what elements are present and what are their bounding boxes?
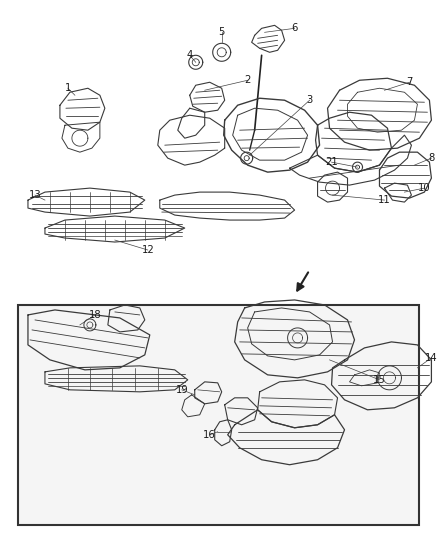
Text: 14: 14 (425, 353, 438, 363)
Text: 8: 8 (428, 153, 434, 163)
Text: 1: 1 (65, 83, 71, 93)
Text: 21: 21 (325, 157, 338, 167)
Text: 16: 16 (203, 430, 216, 440)
Text: 10: 10 (418, 183, 431, 193)
Text: 12: 12 (141, 245, 154, 255)
Text: 18: 18 (88, 310, 101, 320)
Text: 5: 5 (219, 27, 225, 37)
Text: 13: 13 (28, 190, 41, 200)
Text: 15: 15 (373, 375, 386, 385)
Text: 11: 11 (378, 195, 391, 205)
Text: 2: 2 (244, 75, 251, 85)
Text: 19: 19 (175, 385, 188, 395)
Text: 4: 4 (187, 50, 193, 60)
Text: 3: 3 (307, 95, 313, 105)
Text: 6: 6 (291, 23, 298, 34)
Bar (18, 305, 420, 524)
Text: 7: 7 (406, 77, 413, 87)
